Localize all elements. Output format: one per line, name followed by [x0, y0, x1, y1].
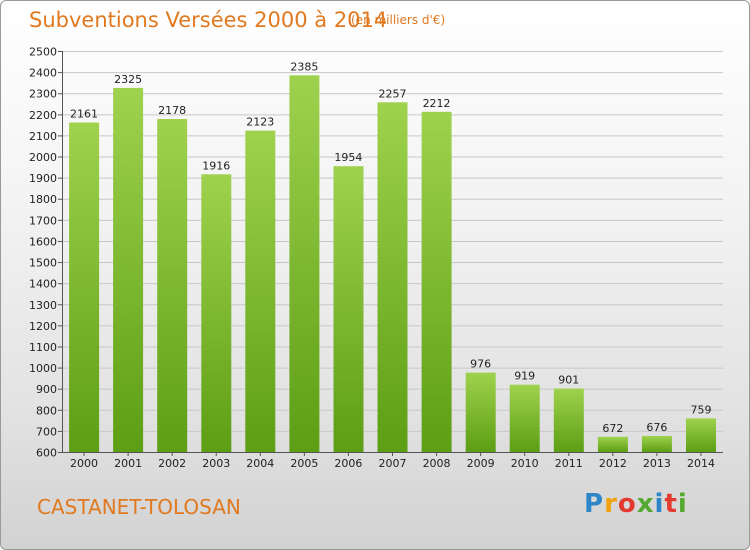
y-tick-label: 2100	[29, 130, 57, 143]
logo-letter: i	[654, 489, 665, 519]
logo-letter: o	[617, 489, 637, 519]
data-label: 2212	[423, 97, 451, 110]
x-tick-label: 2004	[246, 457, 274, 470]
x-tick-label: 2005	[290, 457, 318, 470]
chart-title: Subventions Versées 2000 à 2014	[29, 8, 388, 32]
y-tick-label: 1200	[29, 320, 57, 333]
x-tick-label: 2008	[423, 457, 451, 470]
data-label: 1916	[202, 159, 230, 172]
data-label: 976	[470, 358, 491, 371]
logo-letter: i	[677, 489, 688, 519]
y-tick-label: 1800	[29, 193, 57, 206]
bar	[333, 166, 364, 452]
x-tick-label: 2011	[555, 457, 583, 470]
y-tick-label: 900	[36, 383, 57, 396]
y-tick-label: 2200	[29, 109, 57, 122]
bar	[509, 384, 540, 452]
y-tick-label: 2400	[29, 67, 57, 80]
x-tick-label: 2001	[114, 457, 142, 470]
y-tick-label: 1100	[29, 341, 57, 354]
data-label: 2257	[379, 87, 407, 100]
commune-name: CASTANET-TOLOSAN	[37, 495, 241, 519]
chart-subtitle: (en milliers d'€)	[351, 13, 446, 27]
data-label: 2178	[158, 104, 186, 117]
data-label: 901	[558, 373, 579, 386]
data-label: 2161	[70, 108, 98, 121]
y-tick-label: 800	[36, 404, 57, 417]
y-tick-label: 700	[36, 425, 57, 438]
y-tick-label: 1000	[29, 362, 57, 375]
data-label: 676	[646, 421, 667, 434]
x-tick-label: 2009	[467, 457, 495, 470]
data-label: 759	[690, 403, 711, 416]
logo-letter: t	[664, 489, 678, 519]
x-tick-label: 2007	[379, 457, 407, 470]
y-tick-label: 1300	[29, 299, 57, 312]
y-tick-label: 600	[36, 447, 57, 460]
x-tick-label: 2014	[687, 457, 715, 470]
logo-letter: P	[584, 489, 605, 519]
bar	[597, 436, 628, 452]
bar	[289, 75, 320, 453]
data-label: 2325	[114, 73, 142, 86]
bar	[377, 102, 408, 453]
bar	[686, 418, 716, 452]
y-tick-label: 2000	[29, 151, 57, 164]
bar	[69, 122, 100, 452]
y-tick-label: 1900	[29, 172, 57, 185]
y-tick-label: 2300	[29, 88, 57, 101]
data-label: 2123	[246, 116, 274, 129]
logo-letter: x	[636, 489, 655, 519]
y-tick-label: 2500	[29, 46, 57, 59]
bar	[553, 388, 584, 452]
proxiti-logo: Proxiti	[584, 489, 688, 519]
y-tick-label: 1700	[29, 214, 57, 227]
logo-letter: r	[604, 489, 618, 519]
x-tick-label: 2006	[334, 457, 362, 470]
bar	[157, 119, 188, 452]
x-tick-label: 2003	[202, 457, 230, 470]
x-tick-label: 2002	[158, 457, 186, 470]
data-label: 919	[514, 370, 535, 383]
data-label: 1954	[334, 151, 362, 164]
bar	[421, 111, 452, 453]
y-tick-label: 1500	[29, 257, 57, 270]
bar	[245, 130, 276, 452]
y-tick-label: 1600	[29, 235, 57, 248]
bar	[201, 174, 232, 453]
x-tick-label: 2010	[511, 457, 539, 470]
x-tick-label: 2000	[70, 457, 98, 470]
bar	[465, 372, 496, 452]
y-tick-label: 1400	[29, 278, 57, 291]
x-tick-label: 2012	[599, 457, 627, 470]
bar	[641, 436, 672, 452]
data-label: 672	[602, 422, 623, 435]
data-label: 2385	[290, 60, 318, 73]
bar	[113, 87, 144, 453]
x-tick-label: 2013	[643, 457, 671, 470]
